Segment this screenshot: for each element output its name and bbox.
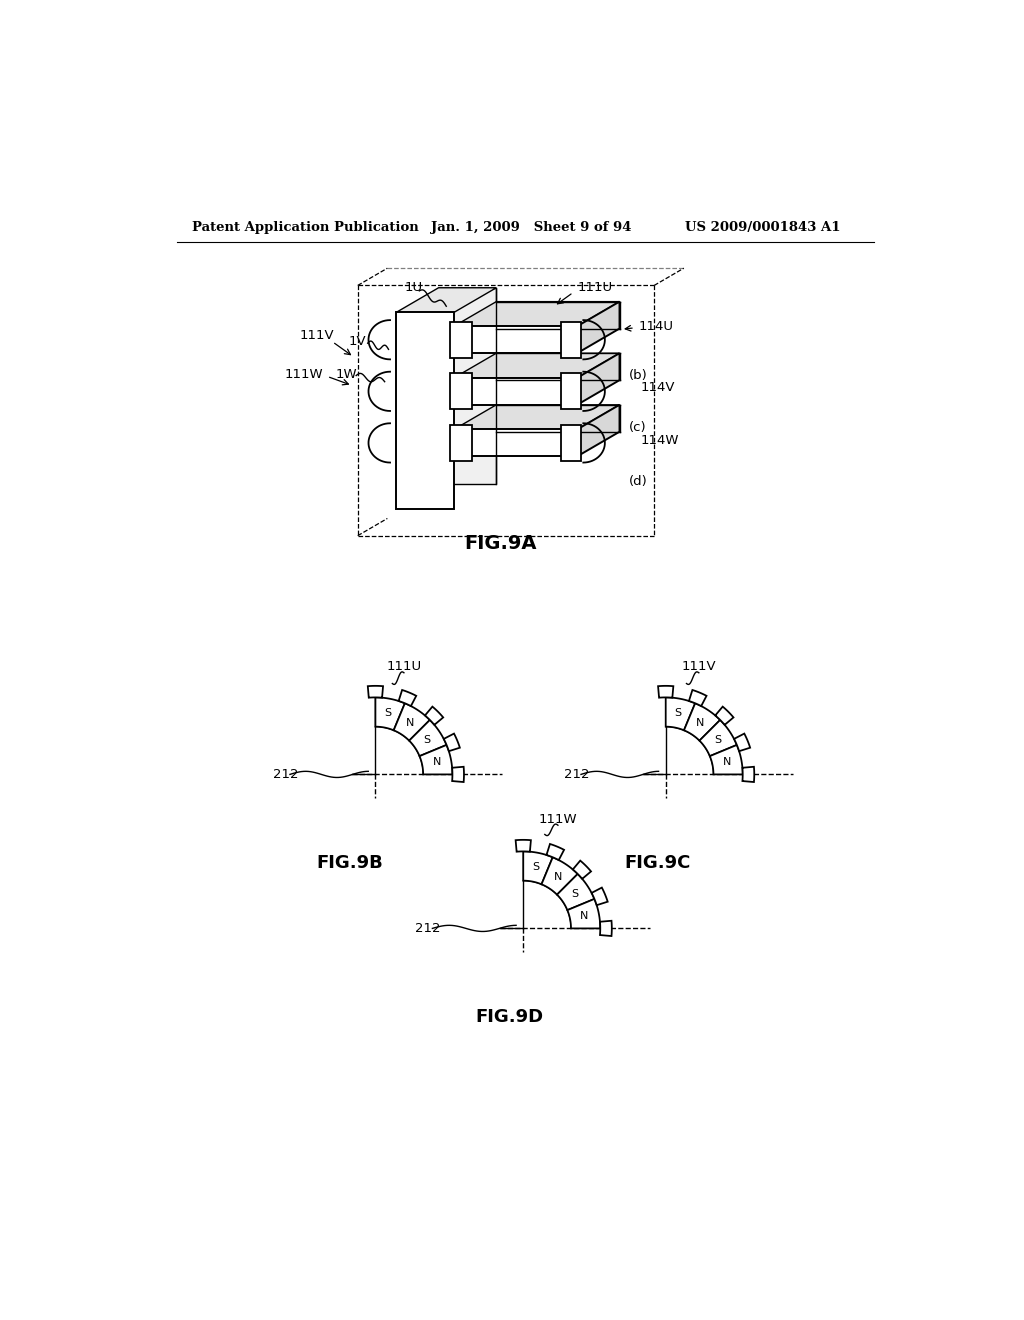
Text: N: N [554, 871, 562, 882]
Polygon shape [684, 704, 720, 741]
Polygon shape [542, 857, 578, 895]
Text: 212: 212 [273, 768, 299, 781]
Polygon shape [592, 887, 607, 906]
Polygon shape [523, 851, 553, 884]
Polygon shape [699, 719, 737, 756]
Text: (c): (c) [629, 421, 646, 434]
Text: N: N [696, 718, 705, 727]
Text: S: S [424, 735, 431, 744]
Text: Jan. 1, 2009   Sheet 9 of 94: Jan. 1, 2009 Sheet 9 of 94 [431, 222, 632, 234]
Text: 1V: 1V [349, 335, 367, 348]
Polygon shape [454, 378, 578, 405]
Polygon shape [453, 767, 464, 781]
Polygon shape [454, 354, 620, 378]
Polygon shape [425, 706, 443, 725]
Text: 212: 212 [416, 921, 441, 935]
Text: 114U: 114U [639, 319, 674, 333]
Polygon shape [561, 322, 581, 358]
Polygon shape [561, 425, 581, 461]
Polygon shape [454, 429, 578, 457]
Polygon shape [516, 840, 530, 851]
Text: S: S [531, 862, 539, 873]
Polygon shape [578, 405, 620, 457]
Polygon shape [368, 686, 383, 698]
Text: FIG.9A: FIG.9A [464, 533, 537, 553]
Polygon shape [734, 734, 751, 751]
Polygon shape [600, 921, 611, 936]
Polygon shape [451, 374, 472, 409]
Text: 1W: 1W [335, 367, 357, 380]
Text: (d): (d) [629, 475, 647, 488]
Text: 111V: 111V [300, 329, 335, 342]
Polygon shape [438, 288, 497, 484]
Polygon shape [561, 374, 581, 409]
Text: S: S [384, 709, 391, 718]
Polygon shape [451, 425, 472, 461]
Polygon shape [742, 767, 755, 781]
Polygon shape [454, 326, 578, 354]
Text: 1U: 1U [404, 281, 423, 294]
Polygon shape [454, 302, 620, 326]
Text: 111U: 111U [386, 660, 422, 673]
Text: FIG.9C: FIG.9C [625, 854, 691, 873]
Polygon shape [410, 719, 446, 756]
Polygon shape [451, 322, 472, 358]
Polygon shape [396, 288, 497, 313]
Polygon shape [443, 734, 460, 751]
Polygon shape [578, 354, 620, 405]
Text: 111W: 111W [539, 813, 578, 825]
Text: N: N [406, 718, 415, 727]
Polygon shape [572, 861, 591, 879]
Text: N: N [723, 758, 731, 767]
Text: (b): (b) [629, 370, 647, 381]
Text: N: N [432, 758, 440, 767]
Text: 111V: 111V [682, 660, 716, 673]
Polygon shape [454, 405, 620, 429]
Text: S: S [571, 888, 579, 899]
Polygon shape [658, 686, 674, 698]
Text: S: S [714, 735, 721, 744]
Text: FIG.9B: FIG.9B [316, 854, 383, 873]
Text: 212: 212 [564, 768, 590, 781]
Text: 111U: 111U [578, 281, 612, 294]
Polygon shape [689, 690, 707, 706]
Polygon shape [567, 899, 600, 928]
Polygon shape [396, 313, 454, 508]
Text: 114V: 114V [640, 381, 675, 395]
Polygon shape [715, 706, 733, 725]
Polygon shape [376, 697, 404, 730]
Polygon shape [710, 744, 742, 775]
Polygon shape [666, 697, 695, 730]
Text: N: N [581, 911, 589, 921]
Polygon shape [398, 690, 416, 706]
Text: 114W: 114W [640, 434, 679, 446]
Text: FIG.9D: FIG.9D [475, 1008, 544, 1026]
Polygon shape [578, 302, 620, 354]
Text: Patent Application Publication: Patent Application Publication [193, 222, 419, 234]
Text: S: S [675, 709, 681, 718]
Text: 111W: 111W [285, 367, 324, 380]
Text: US 2009/0001843 A1: US 2009/0001843 A1 [685, 222, 841, 234]
Polygon shape [420, 744, 453, 775]
Polygon shape [393, 704, 430, 741]
Polygon shape [547, 843, 564, 861]
Polygon shape [557, 874, 594, 909]
